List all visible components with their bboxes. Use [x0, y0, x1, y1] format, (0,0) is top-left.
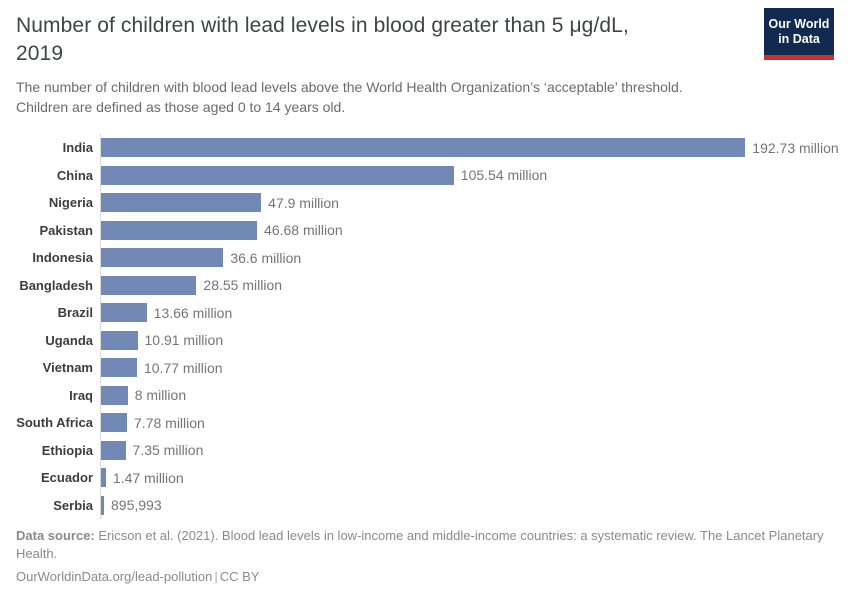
bar-row[interactable]: Ethiopia 7.35 million — [16, 436, 834, 464]
data-source-label: Data source: — [16, 528, 95, 543]
bar-row[interactable]: China 105.54 million — [16, 161, 834, 189]
owid-logo-line2: in Data — [778, 32, 820, 46]
value-label: 8 million — [134, 387, 187, 404]
owid-url-link[interactable]: OurWorldinData.org/lead-pollution — [16, 569, 213, 584]
bar[interactable] — [101, 248, 224, 268]
country-label[interactable]: India — [62, 140, 93, 156]
country-label[interactable]: Vietnam — [42, 360, 93, 376]
owid-logo-accent-bar — [764, 55, 834, 60]
bar[interactable] — [101, 495, 104, 515]
value-label: 895,993 — [111, 497, 162, 514]
bar[interactable] — [101, 303, 147, 323]
bar-row[interactable]: Ecuador 1.47 million — [16, 464, 834, 492]
country-label[interactable]: Iraq — [69, 387, 93, 403]
country-label[interactable]: Ecuador — [40, 470, 93, 486]
bar[interactable] — [101, 220, 258, 240]
license-line: OurWorldinData.org/lead-pollution | CC BY — [16, 568, 834, 586]
country-label[interactable]: Serbia — [53, 497, 93, 513]
country-label[interactable]: Pakistan — [39, 222, 93, 238]
bar-row[interactable]: Indonesia 36.6 million — [16, 244, 834, 272]
bar-track: 47.9 million — [100, 189, 834, 217]
chart-subtitle: The number of children with blood lead l… — [16, 79, 683, 115]
value-label: 13.66 million — [153, 304, 233, 321]
bar-track: 10.91 million — [100, 326, 834, 354]
bar-track: 895,993 — [100, 491, 834, 519]
bar[interactable] — [101, 275, 197, 295]
bar-row[interactable]: Bangladesh 28.55 million — [16, 271, 834, 299]
bar-row[interactable]: Vietnam 10.77 million — [16, 354, 834, 382]
bar-row[interactable]: Iraq 8 million — [16, 381, 834, 409]
bar-track: 8 million — [100, 381, 834, 409]
value-label: 36.6 million — [230, 249, 302, 266]
country-label[interactable]: Brazil — [57, 305, 93, 321]
license-label: CC BY — [219, 569, 260, 584]
bar[interactable] — [101, 440, 126, 460]
bar[interactable] — [101, 138, 746, 158]
country-label[interactable]: China — [56, 167, 93, 183]
bar[interactable] — [101, 193, 262, 213]
data-source-line: Data source: Ericson et al. (2021). Bloo… — [16, 527, 826, 563]
bar-track: 36.6 million — [100, 244, 834, 272]
country-label[interactable]: Indonesia — [32, 250, 93, 266]
bar-track: 7.78 million — [100, 409, 834, 437]
bar[interactable] — [101, 165, 454, 185]
country-label[interactable]: Uganda — [45, 332, 93, 348]
value-label: 10.77 million — [143, 359, 223, 376]
country-label[interactable]: Ethiopia — [41, 442, 93, 458]
bar-chart: India 192.73 million China 105.54 millio… — [16, 134, 839, 519]
country-label[interactable]: Nigeria — [48, 195, 93, 211]
owid-logo-line1: Our World — [768, 17, 830, 31]
bar-rows-container: India 192.73 million China 105.54 millio… — [16, 134, 839, 519]
title-year: 2019 — [16, 42, 64, 65]
chart-header: Number of children with lead levels in b… — [16, 8, 834, 117]
bar-row[interactable]: Uganda 10.91 million — [16, 326, 834, 354]
value-label: 46.68 million — [264, 222, 343, 239]
bar[interactable] — [101, 385, 128, 405]
bar-track: 105.54 million — [100, 161, 834, 189]
bar-track: 46.68 million — [100, 216, 834, 244]
data-source-text: Ericson et al. (2021). Blood lead levels… — [16, 528, 824, 561]
value-label: 28.55 million — [203, 277, 283, 294]
page-title: Number of children with lead levels in b… — [16, 12, 736, 68]
footer-separator: | — [214, 569, 218, 584]
chart-footer: Data source: Ericson et al. (2021). Bloo… — [16, 527, 834, 586]
bar-row[interactable]: South Africa 7.78 million — [16, 409, 834, 437]
bar-row[interactable]: Pakistan 46.68 million — [16, 216, 834, 244]
value-label: 7.78 million — [134, 414, 205, 431]
bar-row[interactable]: Nigeria 47.9 million — [16, 189, 834, 217]
bar-row[interactable]: India 192.73 million — [16, 134, 839, 162]
bar-track: 10.77 million — [100, 354, 834, 382]
bar-row[interactable]: Serbia 895,993 — [16, 491, 834, 519]
bar[interactable] — [101, 358, 137, 378]
bar[interactable] — [101, 413, 128, 433]
owid-logo[interactable]: Our World in Data — [764, 8, 834, 60]
value-label: 1.47 million — [112, 469, 184, 486]
title-block: Number of children with lead levels in b… — [16, 12, 736, 117]
country-label[interactable]: Bangladesh — [19, 277, 93, 293]
value-label: 7.35 million — [132, 442, 204, 459]
bar[interactable] — [101, 330, 138, 350]
bar-row[interactable]: Brazil 13.66 million — [16, 299, 834, 327]
value-label: 192.73 million — [752, 139, 839, 156]
bar[interactable] — [101, 468, 106, 488]
value-label: 105.54 million — [460, 167, 548, 184]
bar-track: 1.47 million — [100, 464, 834, 492]
country-label[interactable]: South Africa — [16, 415, 93, 431]
bar-track: 13.66 million — [100, 299, 834, 327]
bar-track: 28.55 million — [100, 271, 834, 299]
value-label: 47.9 million — [268, 194, 339, 211]
value-label: 10.91 million — [144, 332, 224, 349]
owid-logo-box: Our World in Data — [764, 8, 834, 55]
title-main: Number of children with lead levels in b… — [16, 14, 629, 37]
bar-track: 192.73 million — [100, 134, 839, 162]
bar-track: 7.35 million — [100, 436, 834, 464]
